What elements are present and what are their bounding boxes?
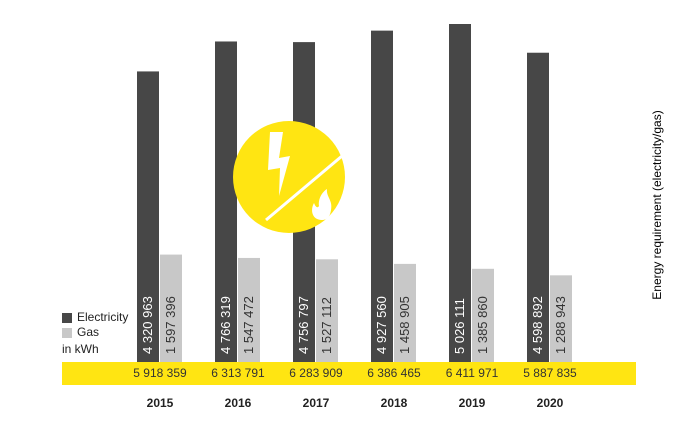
value-label: 4 927 560	[374, 296, 389, 354]
total-label: 6 283 909	[289, 366, 343, 380]
total-label: 5 887 835	[523, 366, 577, 380]
bar	[316, 259, 338, 362]
legend-label: Electricity	[77, 310, 128, 324]
value-label: 1 547 472	[241, 296, 256, 354]
unit-label: in kWh	[62, 342, 99, 356]
value-label: 5 026 111	[452, 298, 467, 354]
value-label: 4 320 963	[140, 296, 155, 354]
value-label: 1 458 905	[397, 296, 412, 354]
value-label: 4 756 797	[296, 296, 311, 354]
bar	[449, 24, 471, 362]
energy-icon	[233, 121, 345, 233]
x-tick-label: 2018	[381, 396, 408, 410]
total-label: 6 386 465	[367, 366, 421, 380]
value-label: 4 598 892	[530, 296, 545, 354]
x-tick-label: 2017	[303, 396, 330, 410]
x-tick-label: 2015	[147, 396, 174, 410]
x-tick-label: 2016	[225, 396, 252, 410]
value-label: 1 527 112	[319, 297, 334, 354]
value-label: 4 766 319	[218, 296, 233, 354]
bar	[550, 275, 572, 362]
value-label: 1 597 396	[163, 296, 178, 354]
bar	[137, 71, 159, 363]
y-axis-label: Energy requirement (electricity/gas)	[650, 110, 664, 299]
plot: 4 320 963 1 597 396 4 766 319 1 547 472 4 75…	[62, 24, 636, 385]
bar	[238, 257, 260, 362]
x-tick-label: 2020	[537, 396, 564, 410]
total-label: 6 411 971	[446, 366, 499, 380]
bar	[527, 52, 549, 362]
total-label: 5 918 359	[133, 366, 187, 380]
bar	[371, 30, 393, 362]
bar	[472, 268, 494, 362]
total-band	[62, 362, 636, 385]
x-tick-label: 2019	[459, 396, 486, 410]
total-label: 6 313 791	[211, 366, 265, 380]
legend-swatch	[62, 328, 72, 338]
value-label: 1 385 860	[475, 296, 490, 354]
bar	[215, 41, 237, 362]
bar	[160, 254, 182, 362]
legend-label: Gas	[77, 325, 99, 339]
bar	[394, 263, 416, 362]
value-label: 1 288 943	[553, 296, 568, 354]
legend-swatch	[62, 313, 72, 323]
